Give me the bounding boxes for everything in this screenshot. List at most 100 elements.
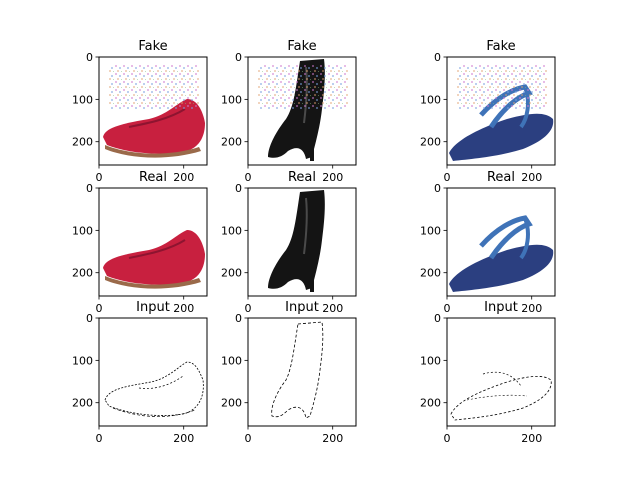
boot-highlight [303, 197, 308, 255]
y-tick-label: 200 [420, 136, 441, 149]
x-tick-label: 0 [96, 432, 103, 445]
x-tick-label: 200 [521, 302, 542, 315]
panel-title: Real [487, 170, 515, 185]
y-tick-label: 200 [72, 267, 93, 280]
x-tick-label: 200 [173, 302, 194, 315]
loafer-sole [105, 145, 201, 158]
y-tick-label: 200 [221, 136, 242, 149]
x-tick-label: 200 [173, 171, 194, 184]
x-tick-label: 200 [521, 171, 542, 184]
boot-heel [310, 258, 314, 292]
panel-title: Fake [138, 39, 167, 54]
panel-input-3: Input 0 100 200 0 200 [420, 300, 556, 445]
x-tick-label: 0 [96, 302, 103, 315]
y-tick-label: 0 [434, 182, 441, 195]
panel-real-2: Real 0 100 200 0 200 [221, 170, 357, 315]
panel-real-1: Real 0 100 200 0 200 [72, 170, 208, 315]
flipflop-sole [449, 244, 554, 292]
x-tick-label: 0 [245, 171, 252, 184]
panel-image [248, 188, 356, 296]
x-tick-label: 0 [444, 302, 451, 315]
y-tick-label: 0 [86, 51, 93, 64]
panel-title: Input [136, 300, 170, 315]
y-tick-label: 100 [420, 93, 441, 106]
edge-detail [466, 394, 528, 401]
x-tick-label: 200 [173, 432, 194, 445]
flipflop-strap-2 [519, 217, 530, 260]
y-tick-label: 100 [221, 354, 242, 367]
y-tick-label: 100 [420, 354, 441, 367]
y-tick-label: 100 [72, 224, 93, 237]
panel-title: Fake [287, 39, 316, 54]
axes-frame [247, 317, 357, 427]
axes-frame [98, 187, 208, 297]
edge-strap [482, 371, 522, 387]
panel-title: Input [484, 300, 518, 315]
panel-fake-3: Fake 0 100 200 0 200 [420, 39, 556, 184]
axes-frame [446, 187, 556, 297]
loafer-seam [128, 108, 186, 128]
y-tick-label: 0 [434, 51, 441, 64]
y-tick-label: 200 [72, 136, 93, 149]
edge-sole [112, 407, 196, 417]
y-tick-label: 200 [72, 397, 93, 410]
y-tick-label: 0 [86, 182, 93, 195]
panel-image [447, 318, 555, 426]
loafer-sole [105, 276, 201, 289]
panel-input-2: Input 0 100 200 0 200 [221, 300, 357, 445]
panel-title: Input [285, 300, 319, 315]
panel-image [447, 57, 555, 165]
edge-outline [450, 376, 552, 421]
y-tick-label: 100 [72, 354, 93, 367]
panel-image [248, 57, 356, 165]
y-tick-label: 0 [434, 312, 441, 325]
y-tick-label: 100 [221, 93, 242, 106]
panel-input-1: Input 0 100 200 0 200 [72, 300, 208, 445]
edge-outline [271, 321, 324, 419]
x-tick-label: 0 [245, 302, 252, 315]
panel-fake-2: Fake 0 100 200 0 200 [221, 39, 357, 184]
x-tick-label: 200 [521, 432, 542, 445]
axes-frame [247, 187, 357, 297]
y-tick-label: 100 [221, 224, 242, 237]
axes-frame [98, 56, 208, 166]
panel-image [447, 188, 555, 296]
artifact-noise [258, 65, 348, 109]
panel-real-3: Real 0 100 200 0 200 [420, 170, 556, 315]
artifact-noise [457, 65, 547, 109]
panel-title: Real [139, 170, 167, 185]
panel-fake-1: Fake 0 100 200 0 200 [72, 39, 208, 184]
y-tick-label: 200 [420, 397, 441, 410]
y-tick-label: 0 [235, 312, 242, 325]
panel-image [99, 318, 207, 426]
x-tick-label: 200 [322, 171, 343, 184]
axes-frame [247, 56, 357, 166]
axes-frame [446, 56, 556, 166]
panel-image [248, 318, 356, 426]
loafer-seam [128, 239, 186, 259]
y-tick-label: 200 [221, 267, 242, 280]
axes-frame [98, 317, 208, 427]
panel-image [99, 57, 207, 165]
x-tick-label: 0 [245, 432, 252, 445]
y-tick-label: 200 [221, 397, 242, 410]
flipflop-sole [449, 113, 554, 161]
x-tick-label: 0 [96, 171, 103, 184]
y-tick-label: 0 [86, 312, 93, 325]
axes-frame [446, 317, 556, 427]
artifact-noise [109, 65, 199, 109]
y-tick-label: 200 [420, 267, 441, 280]
x-tick-label: 0 [444, 171, 451, 184]
panel-title: Fake [486, 39, 515, 54]
x-tick-label: 200 [322, 302, 343, 315]
x-tick-label: 0 [444, 432, 451, 445]
y-tick-label: 100 [72, 93, 93, 106]
y-tick-label: 0 [235, 51, 242, 64]
y-tick-label: 100 [420, 224, 441, 237]
boot-heel [310, 127, 314, 161]
y-tick-label: 0 [235, 182, 242, 195]
x-tick-label: 200 [322, 432, 343, 445]
panel-image [99, 188, 207, 296]
panel-title: Real [288, 170, 316, 185]
